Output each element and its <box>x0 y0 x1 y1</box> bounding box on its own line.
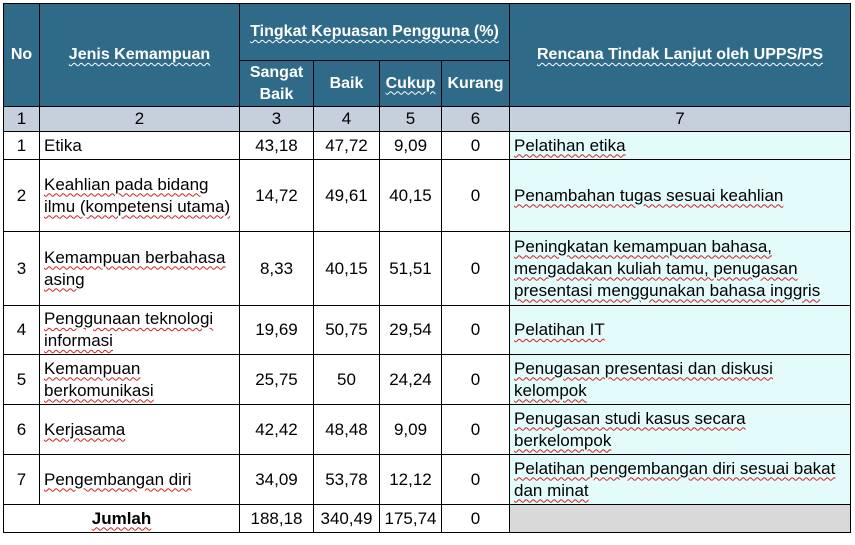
col-number: 4 <box>313 106 380 132</box>
row-jenis: Kemampuan berkomunikasi <box>39 354 240 405</box>
row-rencana: Penugasan studi kasus secara berkelompok <box>509 404 851 455</box>
row-jenis: Kemampuan berbahasa asing <box>39 231 240 306</box>
row-baik: 50 <box>313 354 380 405</box>
total-kurang: 0 <box>441 504 510 533</box>
header-tingkat: Tingkat Kepuasan Pengguna (%) <box>239 3 510 61</box>
total-sangat-baik: 188,18 <box>239 504 314 533</box>
header-rencana: Rencana Tindak Lanjut oleh UPPS/PS <box>509 3 851 107</box>
table-row: 4 Penggunaan teknologi informasi 19,69 5… <box>3 305 851 355</box>
total-baik: 340,49 <box>313 504 380 533</box>
row-kurang: 0 <box>441 404 510 455</box>
table-row: 2 Keahlian pada bidang ilmu (kompetensi … <box>3 159 851 232</box>
row-cukup: 9,09 <box>379 404 442 455</box>
row-cukup: 51,51 <box>379 231 442 306</box>
row-baik: 47,72 <box>313 131 380 160</box>
row-rencana: Pelatihan IT <box>509 305 851 355</box>
total-cukup: 175,74 <box>379 504 442 533</box>
row-kurang: 0 <box>441 131 510 160</box>
row-kurang: 0 <box>441 454 510 505</box>
row-no: 2 <box>3 159 40 232</box>
header-cukup: Cukup <box>379 60 442 107</box>
col-number: 1 <box>3 106 40 132</box>
row-rencana: Penugasan presentasi dan diskusi kelompo… <box>509 354 851 405</box>
row-kurang: 0 <box>441 354 510 405</box>
col-number: 5 <box>379 106 442 132</box>
row-cukup: 24,24 <box>379 354 442 405</box>
row-no: 3 <box>3 231 40 306</box>
col-number: 2 <box>39 106 240 132</box>
row-no: 7 <box>3 454 40 505</box>
table-row: 3 Kemampuan berbahasa asing 8,33 40,15 5… <box>3 231 851 306</box>
header-jenis: Jenis Kemampuan <box>39 3 240 107</box>
row-sangat-baik: 8,33 <box>239 231 314 306</box>
row-sangat-baik: 34,09 <box>239 454 314 505</box>
row-baik: 50,75 <box>313 305 380 355</box>
table-row: 5 Kemampuan berkomunikasi 25,75 50 24,24… <box>3 354 851 405</box>
row-baik: 48,48 <box>313 404 380 455</box>
row-kurang: 0 <box>441 231 510 306</box>
row-no: 5 <box>3 354 40 405</box>
row-cukup: 29,54 <box>379 305 442 355</box>
row-kurang: 0 <box>441 159 510 232</box>
row-no: 4 <box>3 305 40 355</box>
row-no: 1 <box>3 131 40 160</box>
col-number: 7 <box>509 106 851 132</box>
row-baik: 40,15 <box>313 231 380 306</box>
header-baik: Baik <box>313 60 380 107</box>
table-row: 1 Etika 43,18 47,72 9,09 0 Pelatihan eti… <box>3 131 851 160</box>
header-sangat-baik: Sangat Baik <box>239 60 314 107</box>
row-jenis: Pengembangan diri <box>39 454 240 505</box>
row-rencana: Peningkatan kemampuan bahasa, mengadakan… <box>509 231 851 306</box>
row-jenis: Penggunaan teknologi informasi <box>39 305 240 355</box>
row-sangat-baik: 25,75 <box>239 354 314 405</box>
satisfaction-table: No Jenis Kemampuan Tingkat Kepuasan Peng… <box>3 3 851 533</box>
row-jenis: Keahlian pada bidang ilmu (kompetensi ut… <box>39 159 240 232</box>
table-row: 6 Kerjasama 42,42 48,48 9,09 0 Penugasan… <box>3 404 851 455</box>
total-label: Jumlah <box>3 504 240 533</box>
row-sangat-baik: 42,42 <box>239 404 314 455</box>
row-cukup: 40,15 <box>379 159 442 232</box>
row-kurang: 0 <box>441 305 510 355</box>
row-sangat-baik: 19,69 <box>239 305 314 355</box>
table-row: 7 Pengembangan diri 34,09 53,78 12,12 0 … <box>3 454 851 505</box>
col-number: 6 <box>441 106 510 132</box>
row-sangat-baik: 43,18 <box>239 131 314 160</box>
row-jenis: Kerjasama <box>39 404 240 455</box>
row-sangat-baik: 14,72 <box>239 159 314 232</box>
row-baik: 53,78 <box>313 454 380 505</box>
total-row: Jumlah 188,18 340,49 175,74 0 <box>3 504 851 533</box>
row-cukup: 12,12 <box>379 454 442 505</box>
header-kurang: Kurang <box>441 60 510 107</box>
column-number-row: 1 2 3 4 5 6 7 <box>3 106 851 132</box>
row-rencana: Pelatihan etika <box>509 131 851 160</box>
col-number: 3 <box>239 106 314 132</box>
row-cukup: 9,09 <box>379 131 442 160</box>
total-rencana-empty <box>509 504 851 533</box>
row-rencana: Penambahan tugas sesuai keahlian <box>509 159 851 232</box>
row-baik: 49,61 <box>313 159 380 232</box>
row-rencana: Pelatihan pengembangan diri sesuai bakat… <box>509 454 851 505</box>
row-no: 6 <box>3 404 40 455</box>
header-no: No <box>3 3 40 107</box>
row-jenis: Etika <box>39 131 240 160</box>
